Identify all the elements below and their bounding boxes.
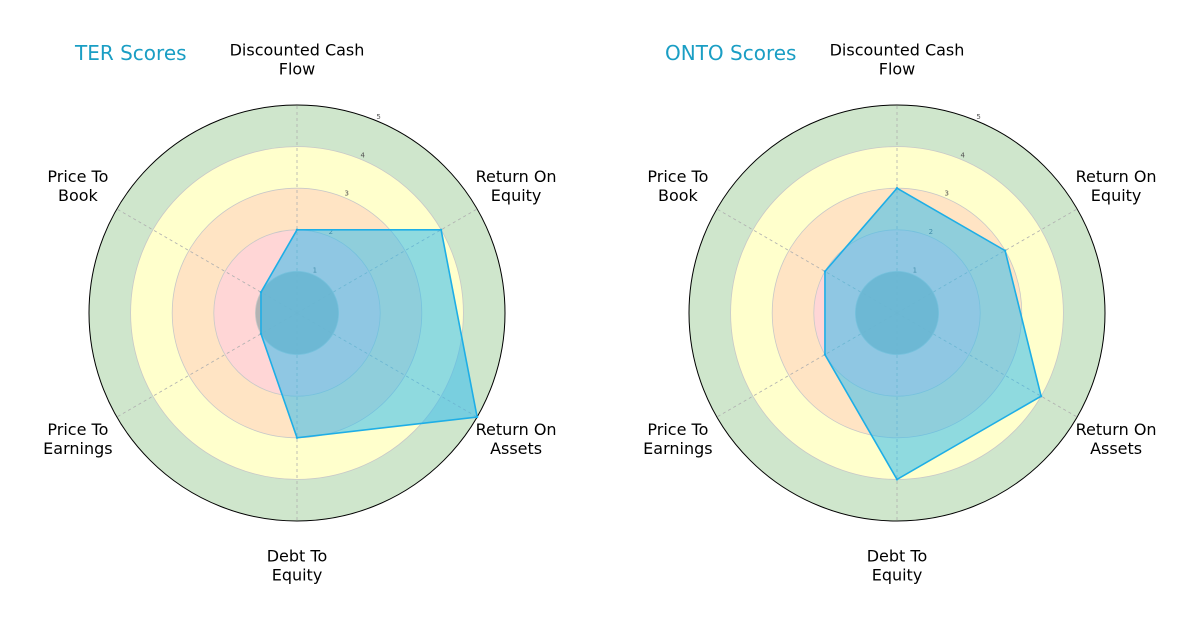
axis-label: Price To Earnings bbox=[43, 420, 112, 458]
axis-label: Price To Book bbox=[47, 167, 108, 205]
score-point bbox=[475, 415, 479, 419]
axis-spoke bbox=[116, 312, 298, 418]
chart-title: ONTO Scores bbox=[665, 41, 796, 65]
axis-label: Discounted Cash Flow bbox=[230, 41, 365, 79]
radial-tick-label: 4 bbox=[360, 151, 365, 159]
score-point bbox=[259, 291, 263, 294]
score-point bbox=[439, 228, 443, 231]
score-point bbox=[295, 436, 299, 439]
axis-label: Debt To Equity bbox=[867, 547, 928, 585]
radial-tick-label: 5 bbox=[976, 113, 980, 121]
score-point bbox=[1003, 249, 1007, 252]
score-polygon bbox=[260, 229, 479, 439]
score-point bbox=[295, 228, 299, 231]
score-point bbox=[895, 478, 899, 481]
axis-label: Return On Assets bbox=[1076, 420, 1157, 458]
axis-label: Price To Earnings bbox=[643, 420, 712, 458]
score-point bbox=[823, 270, 827, 273]
axis-spoke bbox=[716, 208, 898, 314]
axis-spoke bbox=[116, 208, 298, 314]
score-point bbox=[823, 353, 827, 356]
radial-tick-label: 5 bbox=[376, 113, 380, 121]
outer-frame-circle bbox=[688, 104, 1106, 522]
outer-frame-circle bbox=[88, 104, 506, 522]
axis-label: Return On Assets bbox=[476, 420, 557, 458]
axis-label: Return On Equity bbox=[476, 167, 557, 205]
axis-label: Discounted Cash Flow bbox=[830, 41, 965, 79]
score-point bbox=[259, 332, 263, 335]
radial-tick-label: 3 bbox=[945, 190, 949, 198]
score-point bbox=[1039, 395, 1043, 398]
axis-label: Return On Equity bbox=[1076, 167, 1157, 205]
radial-tick-label: 4 bbox=[960, 151, 965, 159]
radial-tick-label: 3 bbox=[345, 190, 349, 198]
axis-label: Price To Book bbox=[647, 167, 708, 205]
axis-spoke bbox=[716, 312, 898, 418]
score-point bbox=[895, 187, 899, 190]
chart-title: TER Scores bbox=[74, 41, 187, 65]
grid-circle-4 bbox=[130, 146, 464, 480]
axis-label: Debt To Equity bbox=[267, 547, 328, 585]
